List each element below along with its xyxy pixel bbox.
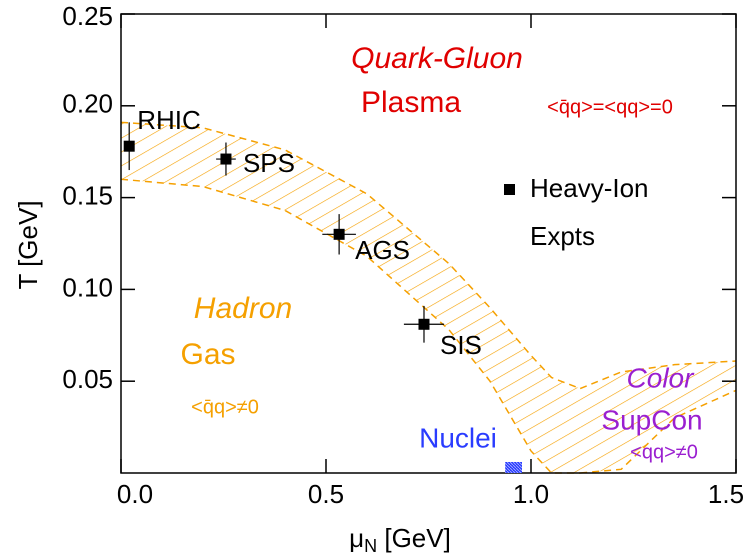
annotation: Quark-Gluon: [351, 42, 523, 75]
annotation: Hadron: [194, 292, 292, 325]
band-fill: [580, 361, 736, 473]
annotation: <qq>≠0: [630, 441, 698, 463]
band-edge: [120, 121, 581, 390]
band-edge: [120, 178, 581, 474]
y-tick-label: 0.20: [62, 89, 113, 119]
bands: [120, 121, 737, 474]
point: [418, 318, 430, 330]
annotation: Color: [627, 362, 696, 393]
x-tick-label: 1.5: [708, 479, 744, 509]
point-label: SIS: [440, 330, 482, 360]
annotation: Nuclei: [419, 422, 497, 453]
band-edge: [580, 389, 737, 474]
y-tick-label: 0.25: [62, 1, 113, 31]
qgp-label: Quark-Gluon Plasma <q̄q>=<qq>=0: [351, 42, 673, 119]
point: [123, 140, 135, 152]
x-tick-label: 0.5: [308, 479, 344, 509]
y-tick-label: 0.15: [62, 180, 113, 210]
annotation: Gas: [180, 338, 235, 371]
legend-marker: [504, 184, 515, 195]
x-tick-label: 0.0: [117, 479, 153, 509]
annotation: Plasma: [361, 86, 461, 119]
y-axis-label: T [GeV]: [13, 200, 43, 289]
legend-label: Heavy-Ion: [530, 173, 649, 203]
annotation: <q̄q>=<qq>=0: [547, 96, 673, 118]
point-label: AGS: [355, 235, 410, 265]
x-axis-symbol: μ: [349, 523, 364, 553]
band-fill: [121, 122, 581, 473]
point-label: RHIC: [137, 105, 201, 135]
x-axis-unit: [GeV]: [377, 523, 451, 553]
csc-label: Color SupCon <qq>≠0: [601, 362, 702, 463]
hadron-label: Hadron Gas <q̄q>≠0: [180, 292, 292, 418]
nuclei-region: [505, 461, 522, 473]
y-tick-label: 0.05: [62, 364, 113, 394]
annotation: SupCon: [601, 404, 702, 435]
point: [220, 153, 232, 165]
plot-frame: [120, 13, 737, 474]
legend-label: Expts: [530, 221, 595, 251]
x-axis-sub: N: [364, 536, 377, 556]
point-label: SPS: [243, 148, 295, 178]
x-axis-label: μN [GeV]: [349, 523, 451, 556]
point: [333, 228, 345, 240]
x-tick-label: 1.0: [513, 479, 549, 509]
y-tick-label: 0.10: [62, 272, 113, 302]
annotation: <q̄q>≠0: [191, 396, 259, 418]
